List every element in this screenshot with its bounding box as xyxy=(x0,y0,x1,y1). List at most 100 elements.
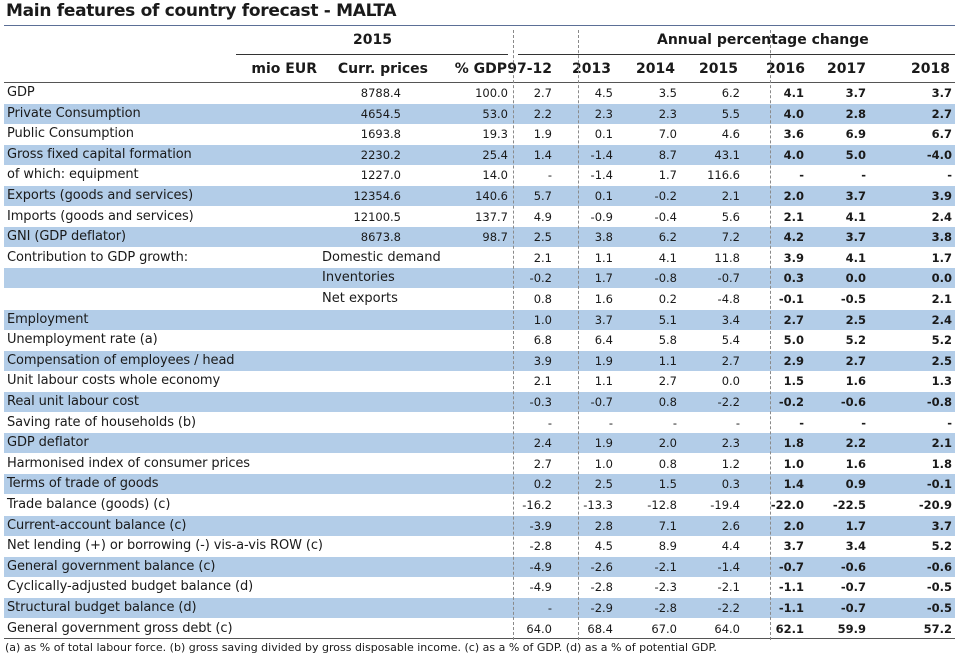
table-cell: 98.7 xyxy=(482,230,508,245)
table-cell: 1.5 xyxy=(658,477,677,492)
table-cell: 1.6 xyxy=(845,456,866,471)
table-row: Net lending (+) or borrowing (-) vis-a-v… xyxy=(4,536,955,556)
table-cell: 19.3 xyxy=(482,127,508,142)
table-cell: 5.8 xyxy=(658,333,677,348)
table-cell: 2.2 xyxy=(533,106,552,121)
table-cell: 1.6 xyxy=(845,374,866,389)
table-cell: 59.9 xyxy=(837,621,866,636)
table-cell: -0.5 xyxy=(840,292,866,306)
table-cell: 3.7 xyxy=(783,539,804,554)
table-row: GNI (GDP deflator) 8673.8 98.7 2.5 3.8 6.2 7.2… xyxy=(4,227,955,248)
table-cell: 5.1 xyxy=(658,312,677,327)
table-cell: 1.0 xyxy=(594,456,613,471)
table-cell: -0.9 xyxy=(590,209,613,224)
table-cell: 25.4 xyxy=(482,147,508,162)
table-cell: -2.8 xyxy=(590,580,613,595)
table-cell: 0.2 xyxy=(658,292,677,306)
table-cell: 3.7 xyxy=(845,86,866,100)
table-cell: - xyxy=(735,415,740,430)
row-label: of which: equipment xyxy=(7,167,139,183)
table-cell: 4.5 xyxy=(594,86,613,100)
col-2017-header: 2017 xyxy=(827,61,866,77)
table-cell: 0.3 xyxy=(783,271,804,286)
table-cell: -0.1 xyxy=(926,477,952,492)
table-cell: 1.6 xyxy=(594,292,613,306)
table-cell: 3.8 xyxy=(594,230,613,245)
table-cell: 1.0 xyxy=(533,312,552,327)
row-label: Unemployment rate (a) xyxy=(7,332,158,348)
table-cell: 0.0 xyxy=(845,271,866,286)
table-cell: -2.6 xyxy=(590,559,613,574)
table-cell: 5.0 xyxy=(783,333,804,348)
table-cell: -0.6 xyxy=(926,559,952,574)
table-cell: 4.1 xyxy=(783,86,804,100)
table-cell: 5.7 xyxy=(533,189,552,203)
row-label: Unit labour costs whole economy xyxy=(7,373,221,389)
table-cell: -0.7 xyxy=(590,395,613,409)
table-cell: 5.6 xyxy=(721,209,740,224)
table-cell: 2.4 xyxy=(931,312,952,327)
table-cell: -19.4 xyxy=(710,498,740,512)
footnote: (a) as % of total labour force. (b) gros… xyxy=(5,641,717,654)
table-row: Compensation of employees / head 3.9 1.9 1.… xyxy=(4,350,955,371)
table-cell: 3.8 xyxy=(931,230,952,245)
curr-prices-header: Curr. prices xyxy=(337,61,428,77)
table-cell: - xyxy=(799,168,804,183)
table-cell: 6.9 xyxy=(845,127,866,142)
table-cell: 2.7 xyxy=(845,353,866,368)
table-cell: 1.0 xyxy=(783,456,804,471)
table-cell: 8.9 xyxy=(658,539,677,554)
table-cell: 2.5 xyxy=(533,230,552,245)
table-cell: - xyxy=(608,415,613,430)
table-cell: 3.9 xyxy=(783,250,804,265)
table-cell: 5.5 xyxy=(721,106,740,121)
table-cell: 1.1 xyxy=(594,374,613,389)
table-cell: -1.1 xyxy=(778,580,804,595)
year-group-header: 2015 xyxy=(353,32,392,48)
table-cell: - xyxy=(861,168,866,183)
table-cell: 8673.8 xyxy=(360,230,401,245)
table-cell: 1.7 xyxy=(658,168,677,183)
col-2013-header: 2013 xyxy=(572,61,611,77)
table-cell: -2.8 xyxy=(654,601,677,615)
table-cell: -0.7 xyxy=(840,601,866,615)
table-cell: -4.8 xyxy=(717,292,740,306)
row-label: GDP xyxy=(7,85,35,100)
page-title: Main features of country forecast - MALT… xyxy=(6,1,397,21)
table-cell: 2.7 xyxy=(533,86,552,100)
table-cell: 0.8 xyxy=(658,456,677,471)
table-cell: -4.0 xyxy=(926,147,952,162)
table-cell: 4.1 xyxy=(845,250,866,265)
table-cell: 1.3 xyxy=(931,374,952,389)
table-cell: - xyxy=(547,415,552,430)
table-cell: -16.2 xyxy=(522,498,552,512)
table-cell: 3.4 xyxy=(721,312,740,327)
row-label: General government balance (c) xyxy=(7,558,216,574)
table-cell: 1.9 xyxy=(533,127,552,142)
table-row: Terms of trade of goods 0.2 2.5 1.5 0.3 1.4 0.… xyxy=(4,474,955,495)
table-cell: 6.2 xyxy=(721,86,740,100)
table-cell: 64.0 xyxy=(714,621,740,636)
table-cell: -2.2 xyxy=(717,601,740,615)
table-row: Inventories -0.2 1.7 -0.8 -0.7 0.3 0.0 0.0 xyxy=(4,268,955,289)
table-cell: -0.2 xyxy=(529,271,552,286)
column-separator xyxy=(770,30,771,640)
table-cell: 8788.4 xyxy=(360,86,401,100)
table-cell: - xyxy=(547,601,552,615)
table-row: Structural budget balance (d) - -2.9 -2.8 -2… xyxy=(4,598,955,618)
table-cell: 1.8 xyxy=(931,456,952,471)
table-cell: 0.0 xyxy=(721,374,740,389)
table-cell: 0.1 xyxy=(594,189,613,203)
row-label: Gross fixed capital formation xyxy=(7,146,192,162)
table-cell: 3.9 xyxy=(533,353,552,368)
table-cell: 12100.5 xyxy=(353,209,401,224)
table-cell: 6.2 xyxy=(658,230,677,245)
table-cell: 1.9 xyxy=(594,436,613,451)
table-cell: 1.7 xyxy=(845,518,866,533)
row-label: Harmonised index of consumer prices xyxy=(7,455,250,471)
table-cell: 2.1 xyxy=(931,292,952,306)
table-row: Net exports 0.8 1.6 0.2 -4.8 -0.1 -0.5 2.1 xyxy=(4,289,955,309)
table-cell: 4.1 xyxy=(658,250,677,265)
table-cell: 2.3 xyxy=(594,106,613,121)
row-sublabel: Inventories xyxy=(322,270,395,286)
